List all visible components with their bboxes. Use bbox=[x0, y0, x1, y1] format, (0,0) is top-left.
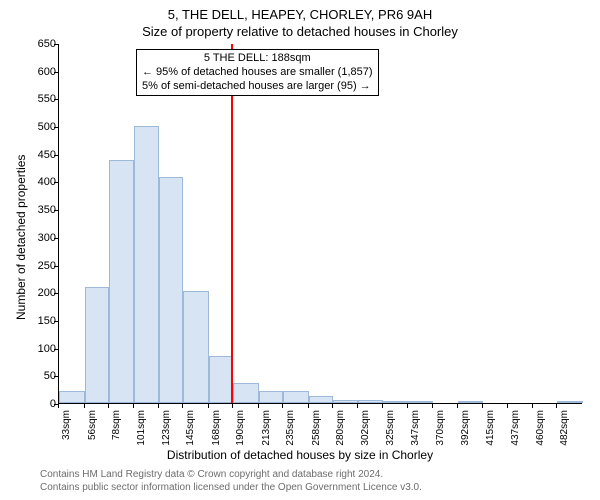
plot-area bbox=[58, 44, 582, 404]
x-tick-label: 482sqm bbox=[559, 410, 570, 446]
x-tick-mark bbox=[357, 404, 358, 408]
x-tick-label: 78sqm bbox=[111, 410, 122, 440]
histogram-bar bbox=[134, 126, 158, 403]
x-tick-label: 145sqm bbox=[185, 410, 196, 446]
y-tick-label: 600 bbox=[16, 66, 56, 78]
x-tick-mark bbox=[158, 404, 159, 408]
x-tick-label: 325sqm bbox=[385, 410, 396, 446]
x-tick-label: 235sqm bbox=[285, 410, 296, 446]
y-tick-mark bbox=[54, 182, 58, 183]
annotation-box: 5 THE DELL: 188sqm ← 95% of detached hou… bbox=[136, 49, 379, 96]
x-tick-label: 302sqm bbox=[360, 410, 371, 446]
x-tick-label: 123sqm bbox=[161, 410, 172, 446]
y-tick-label: 650 bbox=[16, 38, 56, 50]
y-tick-label: 500 bbox=[16, 121, 56, 133]
x-tick-mark bbox=[133, 404, 134, 408]
chart-title-line1: 5, THE DELL, HEAPEY, CHORLEY, PR6 9AH bbox=[0, 7, 600, 22]
x-tick-mark bbox=[556, 404, 557, 408]
footer-line1: Contains HM Land Registry data © Crown c… bbox=[40, 469, 422, 482]
y-tick-mark bbox=[54, 266, 58, 267]
y-tick-mark bbox=[54, 210, 58, 211]
footer-attribution: Contains HM Land Registry data © Crown c… bbox=[40, 469, 422, 494]
histogram-bar bbox=[233, 383, 259, 403]
x-tick-label: 280sqm bbox=[335, 410, 346, 446]
y-tick-mark bbox=[54, 99, 58, 100]
histogram-bar bbox=[333, 400, 357, 403]
x-tick-label: 370sqm bbox=[435, 410, 446, 446]
histogram-bar bbox=[309, 396, 333, 403]
histogram-bar bbox=[259, 391, 283, 403]
y-tick-label: 450 bbox=[16, 149, 56, 161]
histogram-bar bbox=[358, 400, 384, 403]
x-tick-label: 347sqm bbox=[410, 410, 421, 446]
y-tick-label: 350 bbox=[16, 204, 56, 216]
y-tick-mark bbox=[54, 376, 58, 377]
y-tick-label: 550 bbox=[16, 93, 56, 105]
x-tick-mark bbox=[108, 404, 109, 408]
annotation-line2: ← 95% of detached houses are smaller (1,… bbox=[142, 66, 373, 80]
x-tick-mark bbox=[532, 404, 533, 408]
chart-title-line2: Size of property relative to detached ho… bbox=[0, 24, 600, 39]
histogram-bar bbox=[458, 401, 484, 403]
x-tick-mark bbox=[332, 404, 333, 408]
y-tick-label: 300 bbox=[16, 232, 56, 244]
x-tick-mark bbox=[457, 404, 458, 408]
histogram-bar bbox=[383, 401, 407, 403]
x-tick-mark bbox=[182, 404, 183, 408]
y-tick-label: 250 bbox=[16, 260, 56, 272]
histogram-bar bbox=[85, 287, 109, 403]
x-tick-mark bbox=[258, 404, 259, 408]
x-tick-mark bbox=[432, 404, 433, 408]
x-tick-label: 213sqm bbox=[261, 410, 272, 446]
y-tick-label: 400 bbox=[16, 176, 56, 188]
x-tick-mark bbox=[382, 404, 383, 408]
y-tick-mark bbox=[54, 44, 58, 45]
x-tick-label: 190sqm bbox=[235, 410, 246, 446]
y-tick-label: 0 bbox=[16, 398, 56, 410]
footer-line2: Contains public sector information licen… bbox=[40, 482, 422, 495]
x-tick-label: 460sqm bbox=[535, 410, 546, 446]
y-tick-mark bbox=[54, 349, 58, 350]
x-tick-label: 258sqm bbox=[311, 410, 322, 446]
y-tick-mark bbox=[54, 293, 58, 294]
histogram-bar bbox=[59, 391, 85, 403]
y-tick-label: 200 bbox=[16, 287, 56, 299]
annotation-line3: 5% of semi-detached houses are larger (9… bbox=[142, 80, 373, 94]
y-tick-mark bbox=[54, 238, 58, 239]
y-tick-label: 50 bbox=[16, 370, 56, 382]
histogram-bar bbox=[209, 356, 233, 403]
histogram-bar bbox=[109, 160, 135, 403]
x-tick-label: 101sqm bbox=[136, 410, 147, 446]
y-tick-label: 150 bbox=[16, 315, 56, 327]
x-tick-mark bbox=[208, 404, 209, 408]
y-tick-mark bbox=[54, 321, 58, 322]
y-tick-mark bbox=[54, 155, 58, 156]
x-tick-mark bbox=[407, 404, 408, 408]
x-tick-mark bbox=[58, 404, 59, 408]
x-tick-label: 437sqm bbox=[510, 410, 521, 446]
y-tick-mark bbox=[54, 127, 58, 128]
x-tick-label: 33sqm bbox=[61, 410, 72, 440]
histogram-bar bbox=[159, 177, 183, 403]
x-tick-mark bbox=[282, 404, 283, 408]
x-tick-mark bbox=[482, 404, 483, 408]
histogram-bar bbox=[283, 391, 309, 403]
x-tick-mark bbox=[84, 404, 85, 408]
y-tick-mark bbox=[54, 72, 58, 73]
x-axis-label: Distribution of detached houses by size … bbox=[0, 448, 600, 462]
histogram-bar bbox=[183, 291, 209, 403]
marker-line bbox=[231, 44, 233, 403]
x-tick-mark bbox=[308, 404, 309, 408]
y-tick-label: 100 bbox=[16, 343, 56, 355]
histogram-bar bbox=[557, 401, 583, 403]
x-tick-label: 392sqm bbox=[460, 410, 471, 446]
x-tick-mark bbox=[507, 404, 508, 408]
histogram-bar bbox=[408, 401, 434, 403]
annotation-line1: 5 THE DELL: 188sqm bbox=[142, 52, 373, 66]
x-tick-label: 56sqm bbox=[87, 410, 98, 440]
x-tick-label: 168sqm bbox=[211, 410, 222, 446]
x-tick-label: 415sqm bbox=[485, 410, 496, 446]
x-tick-mark bbox=[232, 404, 233, 408]
